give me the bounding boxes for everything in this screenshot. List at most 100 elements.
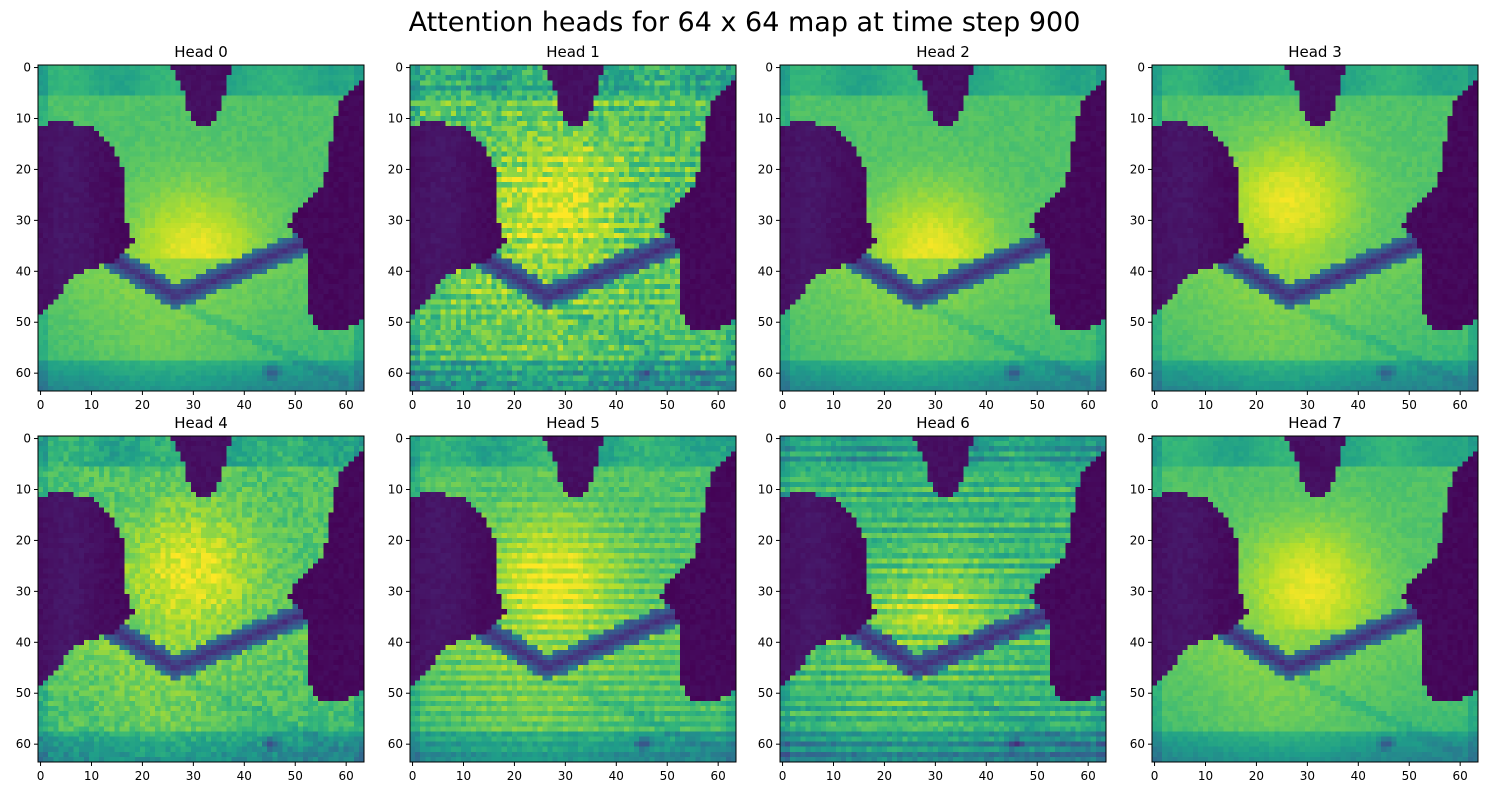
heatmap-cell bbox=[48, 187, 54, 193]
heatmap-cell bbox=[216, 248, 222, 254]
heatmap-cell bbox=[53, 90, 59, 96]
heatmap-cell bbox=[176, 253, 182, 259]
heatmap-cell bbox=[328, 90, 334, 96]
heatmap-cell bbox=[74, 248, 80, 254]
heatmap-cell bbox=[333, 233, 339, 239]
heatmap-cell bbox=[262, 243, 268, 249]
heatmap-cell bbox=[38, 274, 44, 280]
heatmap-cell bbox=[155, 269, 161, 275]
heatmap-cell bbox=[303, 248, 309, 254]
heatmap-cell bbox=[323, 121, 329, 127]
heatmap-cell bbox=[277, 259, 283, 265]
heatmap-cell bbox=[221, 253, 227, 259]
heatmap-cell bbox=[328, 228, 334, 234]
heatmap-cell bbox=[333, 136, 339, 142]
heatmap-cell bbox=[130, 238, 136, 244]
heatmap-cell bbox=[94, 152, 100, 158]
heatmap-cell bbox=[226, 96, 232, 102]
heatmap-cell bbox=[150, 192, 156, 198]
heatmap-cell bbox=[130, 131, 136, 137]
heatmap-cell bbox=[196, 121, 202, 127]
heatmap-cell bbox=[186, 85, 192, 91]
heatmap-cell bbox=[354, 243, 360, 249]
heatmap-cell bbox=[155, 264, 161, 270]
heatmap-cell bbox=[89, 106, 95, 112]
heatmap-cell bbox=[323, 208, 329, 214]
heatmap-cell bbox=[160, 264, 166, 270]
heatmap-cell bbox=[323, 218, 329, 224]
heatmap-cell bbox=[150, 233, 156, 239]
heatmap-cell bbox=[79, 238, 85, 244]
heatmap-cell bbox=[114, 172, 120, 178]
heatmap-cell bbox=[89, 116, 95, 122]
heatmap-cell bbox=[109, 197, 115, 203]
heatmap-cell bbox=[58, 101, 64, 107]
heatmap-cell bbox=[84, 121, 90, 127]
heatmap-cell bbox=[130, 101, 136, 107]
heatmap-cell bbox=[186, 75, 192, 81]
heatmap-cell bbox=[349, 197, 355, 203]
heatmap-cell bbox=[181, 264, 187, 270]
heatmap-cell bbox=[267, 274, 273, 280]
heatmap-cell bbox=[94, 80, 100, 86]
heatmap-cell bbox=[252, 162, 258, 168]
heatmap-cell bbox=[298, 187, 304, 193]
heatmap-cell bbox=[277, 233, 283, 239]
heatmap-cell bbox=[333, 116, 339, 122]
heatmap-cell bbox=[140, 70, 146, 76]
heatmap-cell bbox=[339, 177, 345, 183]
heatmap-cell bbox=[99, 85, 105, 91]
heatmap-cell bbox=[130, 274, 136, 280]
heatmap-cell bbox=[206, 253, 212, 259]
heatmap-cell bbox=[114, 203, 120, 209]
heatmap-cell bbox=[313, 126, 319, 132]
heatmap-cell bbox=[252, 101, 258, 107]
heatmap-cell bbox=[165, 172, 171, 178]
heatmap-cell bbox=[221, 157, 227, 163]
heatmap-cell bbox=[58, 131, 64, 137]
heatmap-cell bbox=[349, 75, 355, 81]
heatmap-cell bbox=[216, 172, 222, 178]
heatmap-cell bbox=[84, 65, 90, 71]
heatmap-cell bbox=[318, 126, 324, 132]
heatmap-cell bbox=[201, 172, 207, 178]
heatmap-cell bbox=[109, 238, 115, 244]
heatmap-cell bbox=[160, 116, 166, 122]
heatmap-cell bbox=[354, 152, 360, 158]
heatmap-cell bbox=[94, 141, 100, 147]
heatmap-cell bbox=[140, 233, 146, 239]
heatmap-cell bbox=[125, 177, 131, 183]
heatmap-cell bbox=[120, 116, 126, 122]
heatmap-cell bbox=[349, 177, 355, 183]
heatmap-cell bbox=[176, 259, 182, 265]
heatmap-cell bbox=[89, 192, 95, 198]
heatmap-cell bbox=[135, 264, 141, 270]
heatmap-cell bbox=[94, 106, 100, 112]
heatmap-cell bbox=[120, 106, 126, 112]
heatmap-cell bbox=[247, 111, 253, 117]
heatmap-cell bbox=[288, 238, 294, 244]
heatmap-cell bbox=[323, 213, 329, 219]
heatmap-cell bbox=[48, 177, 54, 183]
heatmap-cell bbox=[69, 141, 75, 147]
heatmap-cell bbox=[323, 80, 329, 86]
heatmap-cell bbox=[242, 90, 248, 96]
heatmap-cell bbox=[140, 192, 146, 198]
heatmap-cell bbox=[349, 203, 355, 209]
heatmap-cell bbox=[145, 187, 151, 193]
heatmap-cell bbox=[221, 121, 227, 127]
heatmap-cell bbox=[221, 274, 227, 280]
heatmap-cell bbox=[339, 96, 345, 102]
heatmap-cell bbox=[283, 85, 289, 91]
heatmap-cell bbox=[262, 162, 268, 168]
heatmap-cell bbox=[323, 248, 329, 254]
heatmap-cell bbox=[206, 177, 212, 183]
heatmap-cell bbox=[283, 223, 289, 229]
heatmap-cell bbox=[58, 75, 64, 81]
heatmap-cell bbox=[318, 106, 324, 112]
heatmap-cell bbox=[323, 147, 329, 153]
heatmap-cell bbox=[165, 167, 171, 173]
heatmap-cell bbox=[140, 238, 146, 244]
heatmap-cell bbox=[38, 248, 44, 254]
heatmap-cell bbox=[53, 70, 59, 76]
